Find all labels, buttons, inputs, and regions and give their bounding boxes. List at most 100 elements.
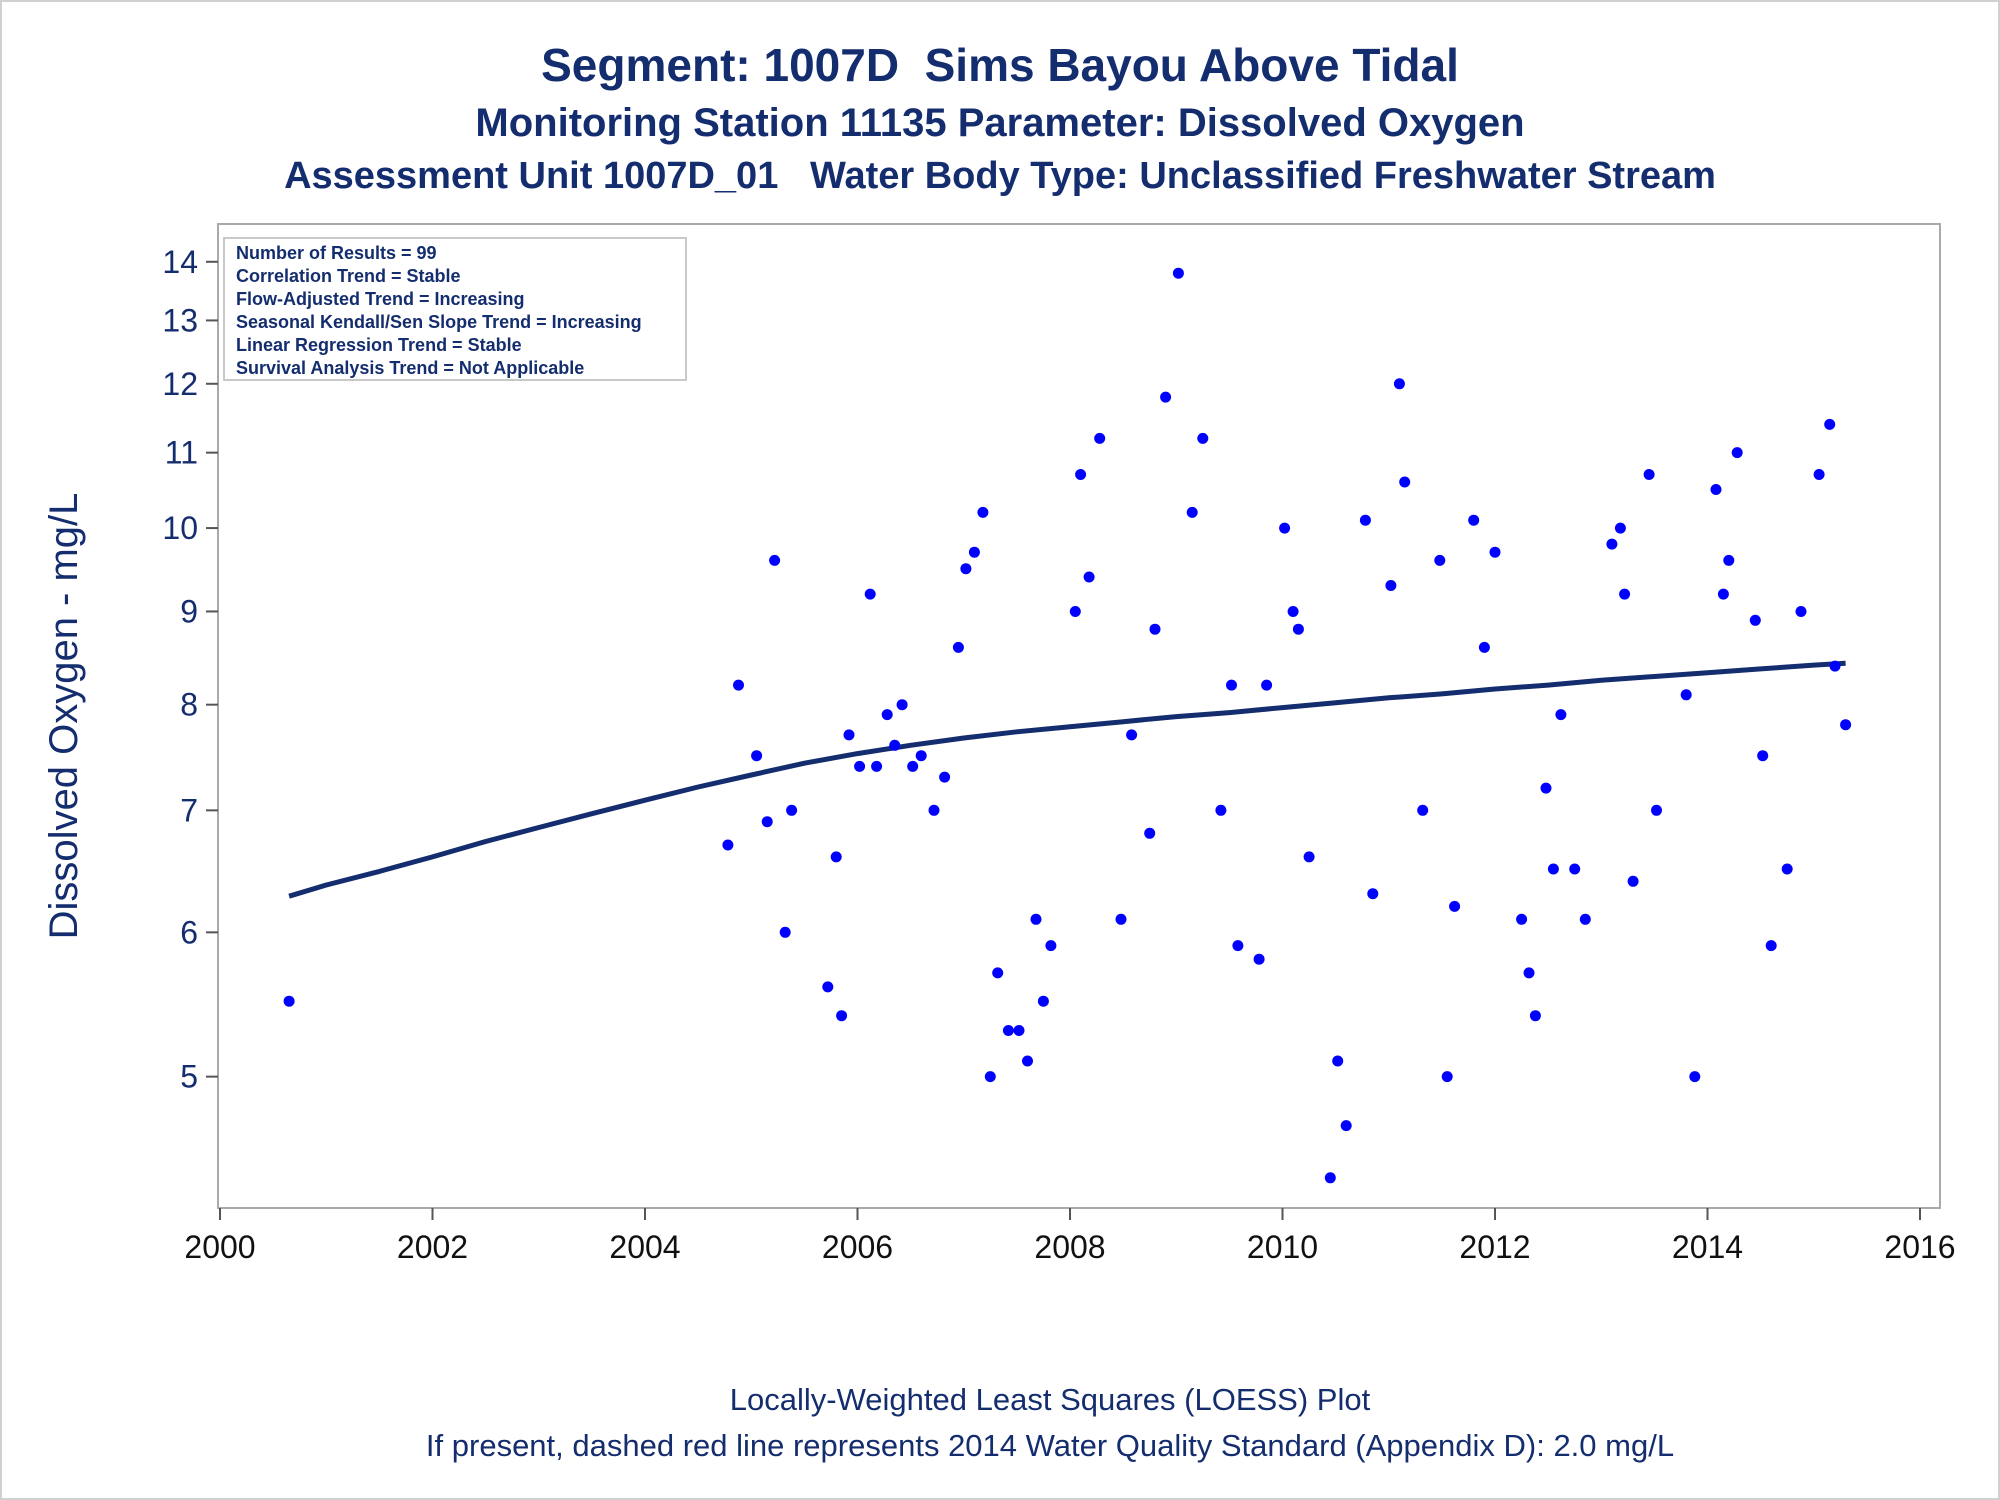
data-point: [1829, 660, 1841, 672]
data-point: [864, 588, 876, 600]
x-tick-label: 2010: [1247, 1229, 1318, 1265]
data-point: [1449, 900, 1461, 912]
y-tick-label: 7: [180, 792, 198, 828]
x-tick-label: 2016: [1884, 1229, 1955, 1265]
stats-box-border: [223, 237, 687, 381]
data-point: [1045, 940, 1057, 952]
footer-line-1: Locally-Weighted Least Squares (LOESS) P…: [729, 1382, 1371, 1417]
chart-subtitle-2: Assessment Unit 1007D_01 Water Body Type…: [284, 155, 1716, 197]
data-point: [915, 750, 927, 762]
data-point: [1606, 538, 1618, 550]
x-tick-label: 2014: [1672, 1229, 1743, 1265]
y-tick-label: 5: [180, 1059, 198, 1095]
data-point: [871, 760, 883, 772]
data-point: [1172, 267, 1184, 279]
data-point: [1840, 719, 1852, 731]
data-point: [1160, 391, 1172, 403]
data-point: [1115, 913, 1127, 925]
data-point: [1083, 571, 1095, 583]
data-point: [1555, 709, 1567, 721]
data-point: [822, 981, 834, 993]
data-point: [733, 679, 744, 691]
data-point: [1627, 875, 1639, 887]
stats-box: Number of Results = 99 Correlation Trend…: [223, 237, 687, 381]
data-point: [1149, 623, 1161, 635]
data-point: [1261, 679, 1273, 691]
stats-box-line: Linear Regression Trend = Stable: [236, 335, 522, 355]
data-point: [1765, 940, 1777, 952]
y-tick-label: 9: [180, 593, 198, 629]
x-tick-label: 2004: [609, 1229, 680, 1265]
data-point: [1468, 514, 1480, 526]
data-point: [761, 816, 773, 828]
data-point: [977, 506, 989, 518]
y-tick-label: 10: [162, 510, 198, 546]
data-point: [1516, 913, 1528, 925]
data-point: [952, 641, 964, 653]
data-point: [1226, 679, 1237, 691]
axes: 2000 2002 2004 2006 2008 2010 2012 2014 2016 5 6 7 8…: [162, 244, 1955, 1265]
data-point: [1002, 1025, 1014, 1036]
data-point: [1540, 782, 1552, 794]
data-point: [722, 839, 734, 851]
data-point: [1197, 432, 1209, 444]
data-point: [1013, 1025, 1025, 1036]
data-point: [1619, 588, 1631, 600]
data-point: [830, 851, 842, 863]
data-point: [1723, 554, 1735, 566]
data-point: [1441, 1071, 1453, 1083]
data-point: [907, 760, 919, 772]
data-point: [1253, 953, 1265, 965]
data-point: [1324, 1172, 1336, 1184]
data-point: [992, 967, 1004, 979]
y-tick-label: 6: [180, 914, 198, 950]
data-point: [896, 699, 908, 711]
data-point: [1069, 606, 1081, 617]
x-tick-label: 2002: [397, 1229, 468, 1265]
data-point: [843, 729, 855, 741]
data-point: [1781, 863, 1793, 875]
data-point: [854, 760, 866, 772]
data-point: [968, 546, 980, 558]
data-point: [1332, 1055, 1344, 1067]
stats-box-line: Seasonal Kendall/Sen Slope Trend = Incre…: [236, 312, 642, 332]
data-point: [1037, 995, 1049, 1007]
chart-title: Segment: 1007D Sims Bayou Above Tidal: [541, 39, 1459, 91]
data-point: [1651, 804, 1662, 816]
data-point: [1489, 546, 1501, 558]
data-point: [1393, 378, 1405, 390]
data-point: [1757, 750, 1769, 762]
data-point: [1232, 940, 1244, 952]
data-point: [1813, 469, 1825, 480]
x-tick-label: 2008: [1034, 1229, 1105, 1265]
y-tick-label: 13: [162, 302, 198, 338]
data-point: [1292, 623, 1304, 635]
data-point: [1579, 913, 1591, 925]
data-point: [1359, 514, 1371, 526]
data-point: [1614, 522, 1626, 534]
y-tick-label: 8: [180, 687, 198, 723]
data-point: [889, 739, 901, 751]
data-point: [751, 750, 763, 762]
stats-box-line: Correlation Trend = Stable: [236, 266, 461, 286]
data-point: [1680, 689, 1692, 701]
data-point: [1279, 522, 1291, 534]
chart-subtitle: Monitoring Station 11135 Parameter: Diss…: [475, 101, 1525, 145]
data-point: [1030, 913, 1042, 925]
data-point: [939, 771, 951, 783]
stats-box-line: Number of Results = 99: [236, 243, 437, 263]
footer-line-2: If present, dashed red line represents 2…: [425, 1428, 1675, 1463]
data-point: [881, 709, 893, 721]
data-point: [1340, 1120, 1352, 1132]
loess-series: [288, 660, 1846, 899]
data-point: [1795, 606, 1807, 617]
data-point: [1523, 967, 1535, 979]
data-point: [1717, 588, 1729, 600]
x-tick-label: 2000: [184, 1229, 255, 1265]
data-point: [1749, 614, 1761, 626]
data-point: [769, 554, 781, 566]
data-point: [1529, 1010, 1541, 1022]
data-point: [1478, 641, 1490, 653]
data-point: [786, 804, 798, 816]
